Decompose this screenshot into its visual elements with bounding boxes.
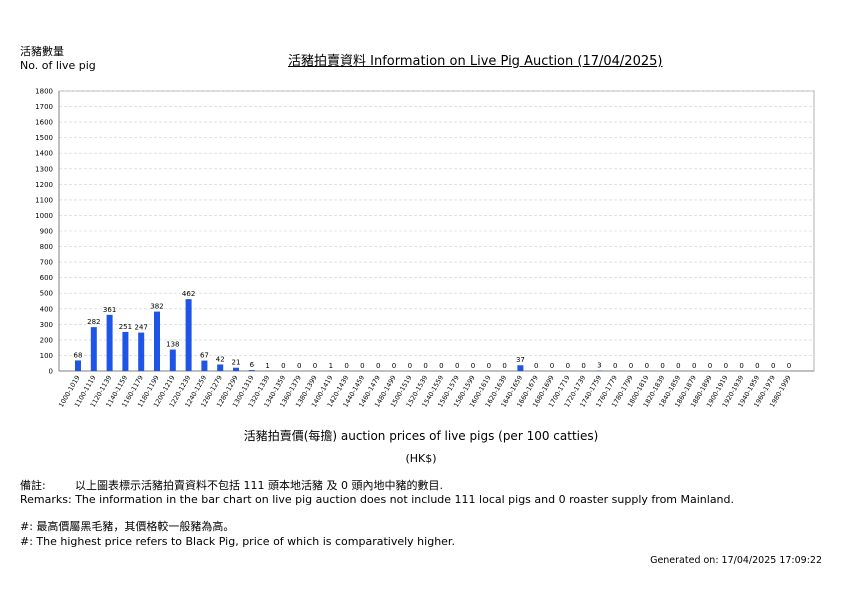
y-tick-label: 700 — [40, 259, 53, 267]
y-tick-label: 0 — [49, 368, 53, 376]
y-tick-label: 1000 — [35, 212, 53, 220]
note-en: #: The highest price refers to Black Pig… — [20, 535, 455, 548]
remark-zh: 以上圖表標示活豬拍賣資料不包括 111 頭本地活豬 及 0 頭內地中豬的數目. — [75, 479, 443, 492]
y-tick-label: 600 — [40, 274, 53, 282]
data-label: 0 — [281, 362, 285, 370]
data-label: 6 — [250, 361, 255, 369]
data-label: 0 — [313, 362, 317, 370]
bar — [169, 349, 176, 371]
data-label: 0 — [771, 362, 775, 370]
data-label: 0 — [471, 362, 475, 370]
data-label: 21 — [232, 359, 241, 367]
bar — [248, 370, 255, 371]
data-label: 0 — [755, 362, 759, 370]
bar — [185, 299, 192, 371]
y-axis-title-zh: 活豬數量 — [20, 45, 64, 58]
data-label: 382 — [150, 303, 163, 311]
y-tick-label: 1700 — [35, 103, 53, 111]
bar — [217, 364, 224, 371]
y-tick-label: 1200 — [35, 181, 53, 189]
data-label: 3 — [597, 362, 601, 370]
generated-timestamp: Generated on: 17/04/2025 17:09:22 — [650, 555, 822, 566]
data-label: 282 — [87, 318, 100, 326]
data-label: 0 — [550, 362, 554, 370]
data-label: 0 — [344, 362, 348, 370]
data-label: 0 — [392, 362, 396, 370]
data-label: 0 — [660, 362, 664, 370]
y-tick-label: 900 — [40, 228, 53, 236]
data-label: 0 — [645, 362, 649, 370]
data-label: 0 — [724, 362, 728, 370]
bar — [90, 327, 97, 371]
data-label: 0 — [708, 362, 712, 370]
bar — [517, 365, 524, 371]
y-tick-label: 1500 — [35, 134, 53, 142]
data-label: 247 — [135, 324, 148, 332]
data-label: 0 — [676, 362, 680, 370]
y-tick-label: 1400 — [35, 150, 53, 158]
y-tick-label: 300 — [40, 321, 53, 329]
bar — [154, 311, 160, 371]
data-label: 0 — [581, 362, 585, 370]
data-label: 0 — [613, 362, 617, 370]
data-label: 68 — [74, 351, 83, 359]
bar — [106, 314, 113, 371]
y-axis-title-en: No. of live pig — [20, 59, 96, 72]
remark-en: Remarks: The information in the bar char… — [20, 493, 735, 506]
data-label: 138 — [166, 341, 179, 349]
data-label: 0 — [376, 362, 380, 370]
data-label: 0 — [787, 362, 791, 370]
data-label: 0 — [360, 362, 364, 370]
bar — [233, 367, 239, 371]
data-label: 0 — [692, 362, 696, 370]
data-label: 0 — [629, 362, 633, 370]
data-label: 0 — [566, 362, 570, 370]
note-zh: #: 最高價屬黑毛豬，其價格較一般豬為高。 — [20, 520, 235, 533]
y-tick-label: 1100 — [35, 196, 53, 204]
data-label: 1 — [265, 362, 269, 370]
data-label: 0 — [455, 362, 459, 370]
data-label: 67 — [200, 352, 209, 360]
data-label: 251 — [119, 323, 132, 331]
data-label: 0 — [534, 362, 538, 370]
data-label: 1 — [329, 362, 333, 370]
x-axis-unit: (HK$) — [405, 452, 437, 465]
bar — [75, 360, 81, 371]
data-label: 462 — [182, 290, 195, 298]
y-tick-label: 800 — [40, 243, 53, 251]
y-tick-label: 1600 — [35, 119, 53, 127]
x-axis-title: 活豬拍賣價(每擔) auction prices of live pigs (p… — [243, 429, 599, 443]
remark-prefix: 備註: — [20, 479, 46, 492]
y-tick-label: 1300 — [35, 165, 53, 173]
y-tick-label: 400 — [40, 305, 53, 313]
bar — [201, 360, 208, 371]
data-label: 0 — [423, 362, 427, 370]
data-label: 0 — [439, 362, 443, 370]
data-label: 361 — [103, 306, 116, 314]
data-label: 0 — [297, 362, 301, 370]
data-label: 0 — [408, 362, 412, 370]
y-tick-label: 500 — [40, 290, 53, 298]
bar — [122, 331, 129, 371]
chart-title: 活豬拍賣資料 Information on Live Pig Auction (… — [288, 54, 663, 69]
bar-chart: 0100200300400500600700800900100011001200… — [35, 88, 815, 409]
y-tick-label: 100 — [40, 352, 53, 360]
data-label: 0 — [502, 362, 506, 370]
data-label: 0 — [487, 362, 491, 370]
data-label: 37 — [516, 356, 525, 364]
data-label: 0 — [739, 362, 743, 370]
bar — [138, 332, 145, 371]
y-tick-label: 1800 — [35, 88, 53, 96]
data-label: 42 — [216, 355, 225, 363]
y-tick-label: 200 — [40, 336, 53, 344]
